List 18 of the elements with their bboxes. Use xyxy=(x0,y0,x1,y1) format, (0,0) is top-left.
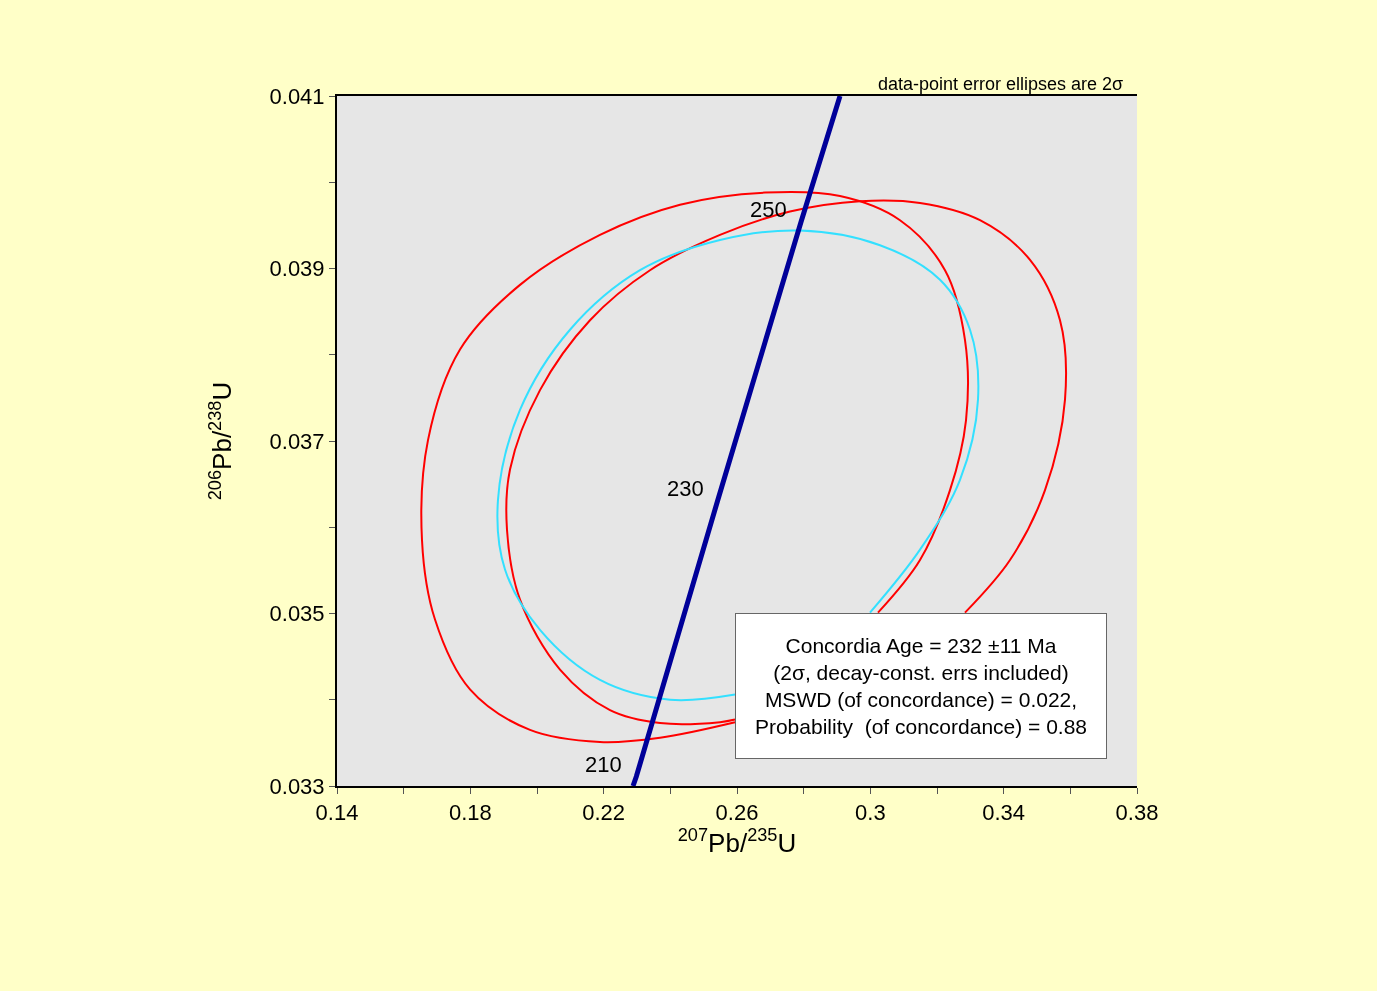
annotation: 210 xyxy=(585,752,622,777)
x-tick-label: 0.3 xyxy=(855,800,886,826)
annotation: Concordia Age = 232 ±11 Ma (2σ, decay-const. errs included) MSWD (of concordance) = 0.022, Probability (of concordance) = 0.88 xyxy=(754,633,1088,739)
y-tick-label: 0.037 xyxy=(269,428,325,454)
x-tick-label: 0.18 xyxy=(448,800,492,826)
y-tick-label: 0.033 xyxy=(269,773,325,799)
y-tick-label: 0.041 xyxy=(269,83,325,109)
x-axis-title: $^{207}$Pb/$^{235}$U xyxy=(677,825,797,859)
x-tick-label: 0.22 xyxy=(582,800,626,826)
x-tick-label: 0.38 xyxy=(1115,800,1159,826)
y-tick-label: 0.039 xyxy=(269,256,325,282)
x-tick-label: 0.34 xyxy=(982,800,1026,826)
x-tick-label: 0.26 xyxy=(715,800,759,826)
annotation: 250 xyxy=(750,197,787,222)
text: data-point error ellipses are 2σ xyxy=(878,74,1124,94)
annotation: 230 xyxy=(667,476,704,501)
y-tick-label: 0.035 xyxy=(269,601,325,627)
x-tick-label: 0.14 xyxy=(315,800,359,826)
